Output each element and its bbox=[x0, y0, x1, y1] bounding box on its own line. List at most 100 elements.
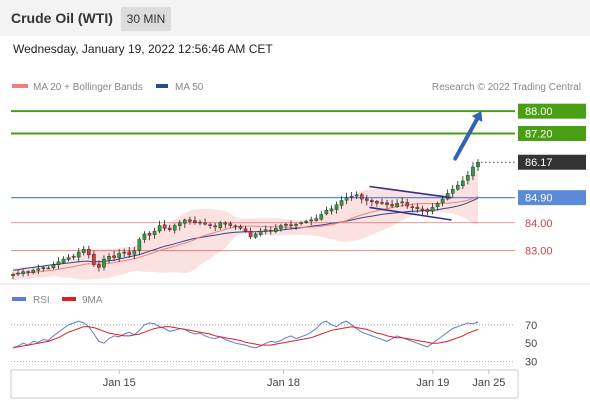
level-label-2: 86.17 bbox=[525, 157, 553, 169]
level-label-1: 87.20 bbox=[525, 128, 553, 140]
candle-up bbox=[344, 197, 349, 201]
target-arrow-shaft bbox=[453, 117, 480, 161]
candle-up bbox=[76, 251, 81, 258]
candle-down bbox=[193, 220, 197, 223]
candle-down bbox=[405, 202, 410, 207]
candle-down bbox=[380, 202, 384, 204]
level-label-box-2 bbox=[518, 154, 586, 170]
level-label-box-0 bbox=[518, 103, 586, 119]
level-label-box-3 bbox=[518, 190, 586, 206]
candle-down bbox=[233, 225, 238, 228]
candle-up bbox=[299, 222, 303, 224]
ma9-legend-swatch bbox=[62, 297, 76, 301]
ma50-legend-swatch bbox=[156, 84, 168, 88]
x-tick-label-2: Jan 19 bbox=[416, 377, 449, 389]
candle-up bbox=[279, 225, 283, 229]
chart-header: Crude Oil (WTI) 30 MIN bbox=[0, 0, 590, 36]
candle-up bbox=[107, 256, 111, 260]
candle-up bbox=[132, 250, 137, 255]
candle-down bbox=[420, 208, 425, 211]
candle-down bbox=[87, 249, 91, 256]
candle-up bbox=[455, 184, 460, 190]
candle-down bbox=[365, 198, 369, 201]
candle-down bbox=[127, 251, 132, 256]
candle-up bbox=[395, 203, 399, 207]
level-label-3: 84.90 bbox=[525, 193, 553, 205]
channel-bottom-line bbox=[369, 206, 452, 221]
candle-down bbox=[223, 222, 228, 225]
datetime-label: Wednesday, January 19, 2022 12:56:46 AM … bbox=[13, 42, 273, 56]
candle-up bbox=[450, 189, 455, 194]
candle-down bbox=[268, 230, 273, 232]
candle-down bbox=[390, 204, 394, 207]
level-label-box-1 bbox=[518, 125, 586, 141]
x-tick-label-3: Jan 25 bbox=[472, 377, 505, 389]
candle-down bbox=[208, 224, 212, 226]
target-arrow-head bbox=[471, 111, 483, 122]
candle-down bbox=[92, 253, 96, 265]
candle-down bbox=[238, 226, 243, 229]
rsi-tick-label-70: 70 bbox=[525, 320, 537, 332]
candle-up bbox=[476, 162, 480, 168]
candle-down bbox=[26, 271, 30, 273]
candle-down bbox=[375, 201, 379, 204]
rsi-legend-swatch bbox=[12, 297, 26, 301]
ma20-legend-label: MA 20 + Bollinger Bands bbox=[33, 82, 143, 93]
candle-up bbox=[36, 268, 41, 271]
candle-up bbox=[354, 194, 359, 197]
candle-up bbox=[11, 274, 15, 276]
candle-up bbox=[41, 267, 46, 269]
timeframe-badge[interactable]: 30 MIN bbox=[121, 7, 171, 31]
candle-up bbox=[400, 201, 404, 204]
candle-up bbox=[71, 256, 76, 258]
x-tick-label-1: Jan 18 bbox=[267, 377, 300, 389]
candle-up bbox=[294, 223, 298, 226]
candle-up bbox=[430, 207, 435, 212]
level-label-0: 88.00 bbox=[525, 106, 553, 118]
bollinger-band bbox=[13, 167, 478, 281]
candle-down bbox=[228, 223, 233, 226]
candle-up bbox=[461, 180, 465, 187]
candle-down bbox=[198, 221, 202, 224]
candle-down bbox=[167, 227, 172, 230]
rsi-plot-area: 70 50 30 bbox=[11, 320, 537, 369]
level-label-4: 84.00 bbox=[525, 218, 553, 230]
candle-up bbox=[339, 200, 344, 206]
candle-up bbox=[284, 223, 288, 226]
candle-up bbox=[117, 253, 121, 258]
ma9-legend-label: 9MA bbox=[82, 295, 103, 306]
candle-up bbox=[440, 198, 445, 204]
candle-down bbox=[370, 200, 374, 203]
main-plot-area: 88.00 87.20 86.17 84.90 84.00 83.00 bbox=[11, 103, 586, 281]
rsi-tick-label-30: 30 bbox=[525, 357, 537, 369]
candle-down bbox=[188, 219, 192, 222]
candle-down bbox=[203, 222, 207, 225]
x-tick-label-0: Jan 15 bbox=[103, 377, 136, 389]
candle-up bbox=[324, 210, 329, 215]
candle-down bbox=[112, 255, 116, 258]
candle-down bbox=[385, 202, 389, 205]
candle-up bbox=[51, 264, 56, 268]
candle-up bbox=[471, 166, 475, 177]
candle-up bbox=[177, 222, 182, 226]
candle-up bbox=[56, 261, 61, 265]
rsi-legend-label: RSI bbox=[33, 295, 50, 306]
candle-up bbox=[349, 196, 354, 198]
candle-up bbox=[137, 239, 142, 251]
candle-down bbox=[425, 209, 430, 212]
candle-up bbox=[61, 258, 66, 263]
candle-up bbox=[66, 257, 71, 260]
level-label-5: 83.00 bbox=[525, 246, 553, 258]
candle-up bbox=[263, 229, 268, 232]
candle-up bbox=[319, 214, 324, 220]
candle-down bbox=[410, 206, 415, 208]
instrument-title: Crude Oil (WTI) bbox=[11, 10, 113, 26]
candle-up bbox=[81, 249, 86, 253]
rsi-tick-label-50: 50 bbox=[525, 338, 537, 350]
candle-down bbox=[213, 225, 217, 228]
candle-up bbox=[172, 225, 177, 231]
candle-up bbox=[466, 175, 470, 181]
candle-up bbox=[309, 219, 314, 222]
candle-up bbox=[183, 219, 187, 224]
channel-top-line bbox=[369, 185, 452, 199]
